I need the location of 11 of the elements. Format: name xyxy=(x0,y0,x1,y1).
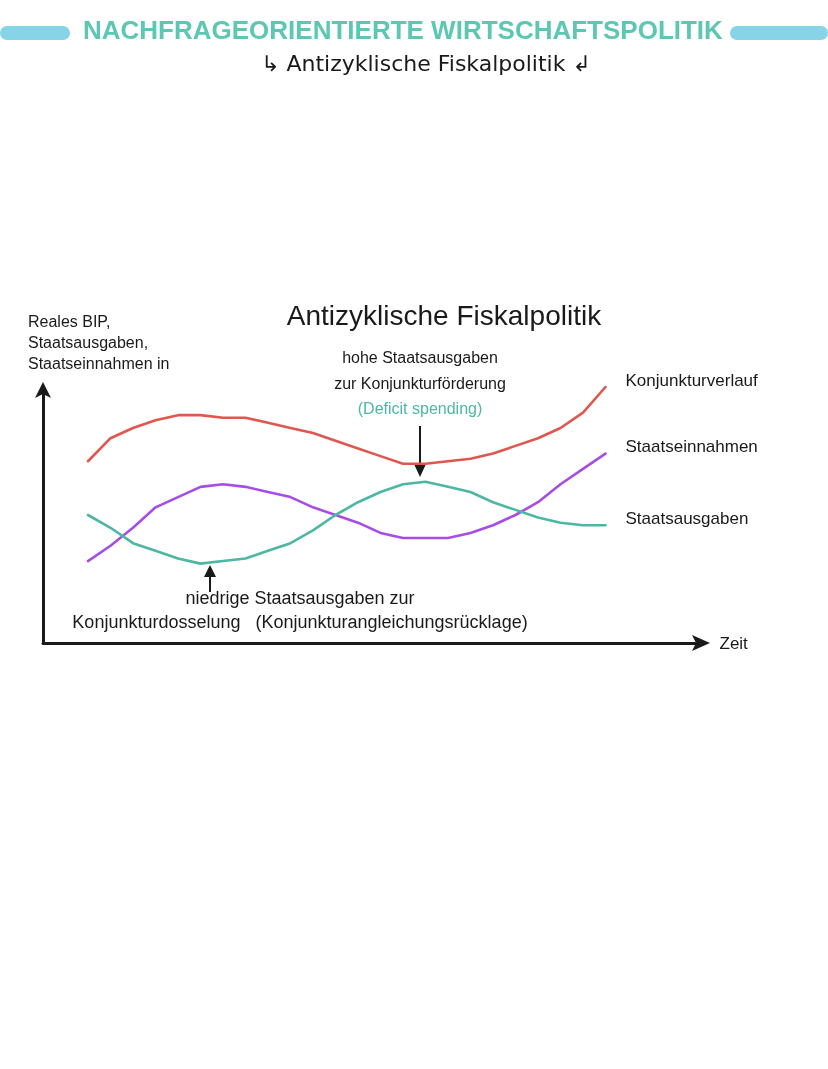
x-axis-title: Zeit xyxy=(719,633,749,653)
series-label: Konjunkturverlauf xyxy=(625,370,759,390)
y-axis-title: Reales BIP, Staatsausgaben, Staatseinnahmen in xyxy=(28,313,170,372)
annotation: niedrige Staatsausgaben zur Konjunkturdosselung (Konjunkturangleichungsrücklage) xyxy=(72,588,528,632)
annotation: (Deficit spending) xyxy=(357,399,483,417)
chart-title: NACHFRAGEORIENTIERTE WIRTSCHAFTSPOLITIK xyxy=(83,15,724,45)
annotation: hohe Staatsausgaben zur Konjunkturförderung xyxy=(334,348,506,392)
series-label: Staatsausgaben xyxy=(625,508,749,528)
series-label: Staatseinnahmen xyxy=(625,437,758,457)
text: Antizyklische Fiskalpolitik xyxy=(286,299,603,331)
chart-subtitle: ↳ Antizyklische Fiskalpolitik ↲ xyxy=(261,50,591,76)
